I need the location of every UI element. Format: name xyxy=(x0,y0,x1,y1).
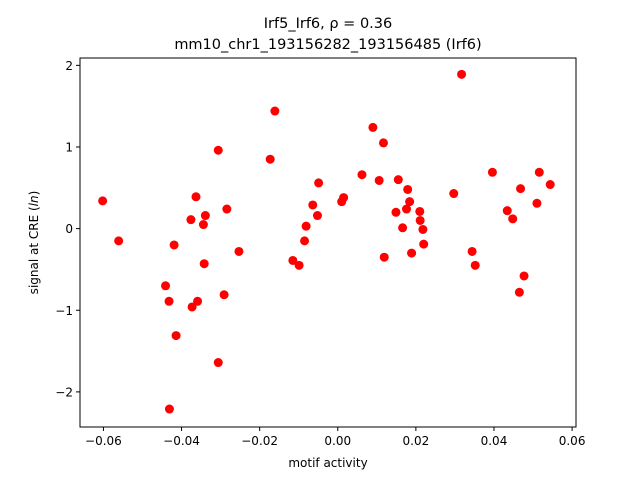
y-tick-label: 0 xyxy=(65,222,73,236)
data-point xyxy=(339,193,349,203)
data-point xyxy=(164,296,174,306)
data-point xyxy=(379,252,389,262)
data-point xyxy=(407,248,417,258)
data-point xyxy=(114,236,124,246)
x-axis-ticks: −0.06 −0.04 −0.02 0.00 0.02 0.04 0.06 xyxy=(85,427,585,448)
data-point xyxy=(213,145,223,155)
data-point xyxy=(467,246,477,256)
data-point xyxy=(532,198,542,208)
data-point xyxy=(98,196,108,206)
data-points xyxy=(98,69,555,414)
data-point xyxy=(502,206,512,216)
x-tick-label: −0.06 xyxy=(85,434,122,448)
data-point xyxy=(312,211,322,221)
data-point xyxy=(234,246,244,256)
data-point xyxy=(288,255,298,265)
y-tick-label: −2 xyxy=(55,385,73,399)
data-point xyxy=(470,260,480,270)
data-point xyxy=(200,211,210,221)
plot-frame xyxy=(79,57,577,428)
data-point xyxy=(270,106,280,116)
data-point xyxy=(487,167,497,177)
data-point xyxy=(519,271,529,281)
data-point xyxy=(213,358,223,368)
data-point xyxy=(198,220,208,230)
data-point xyxy=(169,240,179,250)
data-point xyxy=(199,259,209,269)
y-axis-ticks: −2 −1 0 1 2 xyxy=(55,59,80,399)
y-tick-label: 1 xyxy=(65,140,73,154)
data-point xyxy=(419,239,429,249)
data-point xyxy=(294,260,304,270)
y-tick-label: −1 xyxy=(55,304,73,318)
data-point xyxy=(534,167,544,177)
chart-title-line1: Irf5_Irf6, ρ = 0.36 xyxy=(264,16,392,32)
data-point xyxy=(265,154,275,164)
data-point xyxy=(418,224,428,234)
x-tick-label: −0.02 xyxy=(241,434,278,448)
data-point xyxy=(314,178,324,188)
data-point xyxy=(398,223,408,233)
data-point xyxy=(378,138,388,148)
data-point xyxy=(193,296,203,306)
data-point xyxy=(457,69,467,79)
data-point xyxy=(508,214,518,224)
data-point xyxy=(403,184,413,194)
data-point xyxy=(516,184,526,194)
data-point xyxy=(514,287,524,297)
data-point xyxy=(374,175,384,185)
data-point xyxy=(415,215,425,225)
data-point xyxy=(308,200,318,210)
chart-title-line2: mm10_chr1_193156282_193156485 (Irf6) xyxy=(174,37,481,53)
data-point xyxy=(301,221,311,231)
y-tick-label: 2 xyxy=(65,59,73,73)
x-tick-label: 0.04 xyxy=(481,434,508,448)
x-tick-label: 0.06 xyxy=(559,434,586,448)
x-tick-label: 0.02 xyxy=(403,434,430,448)
data-point xyxy=(222,204,232,214)
data-point xyxy=(300,236,310,246)
x-axis-label: motif activity xyxy=(288,456,367,470)
data-point xyxy=(402,204,411,214)
data-point xyxy=(186,215,196,225)
data-point xyxy=(357,170,367,180)
x-tick-label: −0.04 xyxy=(163,434,200,448)
data-point xyxy=(405,197,415,207)
data-point xyxy=(219,290,229,300)
data-point xyxy=(187,302,197,312)
data-point xyxy=(393,175,403,185)
data-point xyxy=(161,281,171,291)
data-point xyxy=(368,122,378,132)
y-axis-label: signal at CRE (ln) xyxy=(27,191,41,295)
data-point xyxy=(415,206,425,216)
data-point xyxy=(391,207,401,217)
x-tick-label: 0.00 xyxy=(324,434,351,448)
data-point xyxy=(164,404,174,414)
data-point xyxy=(191,192,201,202)
data-point xyxy=(545,180,555,190)
data-point xyxy=(171,331,181,341)
data-point xyxy=(449,189,459,199)
